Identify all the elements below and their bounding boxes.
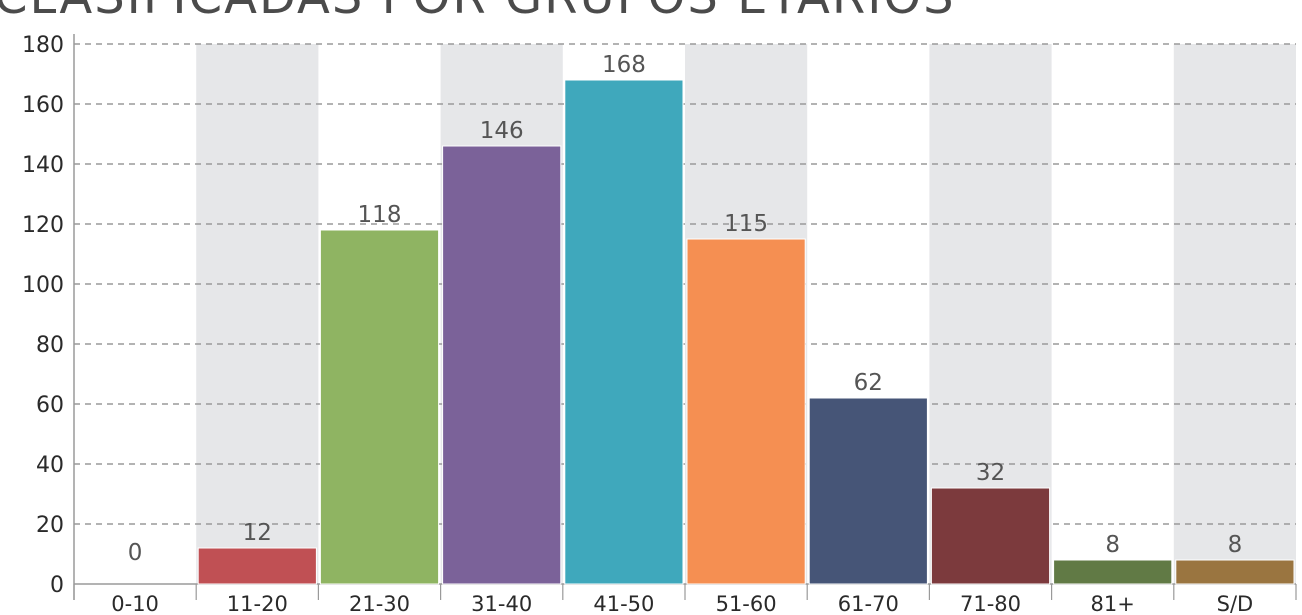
y-tick-label: 40 — [36, 453, 64, 478]
y-tick-label: 0 — [50, 573, 64, 598]
x-tick-label: 81+ — [1091, 592, 1135, 615]
x-axis-labels: 0-10 11-20 21-30 31-40 41-50 51-60 61-70 71-80 8… — [111, 592, 1253, 615]
bar — [686, 238, 806, 585]
bar — [319, 229, 440, 585]
value-label: 32 — [976, 460, 1005, 486]
x-tick-label: S/D — [1217, 592, 1254, 615]
column-band — [1173, 44, 1296, 584]
value-label: 115 — [724, 211, 768, 237]
bar — [442, 145, 562, 585]
value-label: 12 — [243, 520, 272, 546]
y-tick-label: 160 — [22, 93, 64, 118]
value-label: 146 — [480, 118, 524, 144]
x-tick-label: 31-40 — [471, 592, 532, 615]
bars — [197, 79, 1295, 585]
value-label: 0 — [128, 540, 143, 566]
column-band — [196, 44, 319, 584]
value-label: 8 — [1228, 532, 1243, 558]
y-tick-label: 60 — [36, 393, 64, 418]
bar — [1175, 559, 1295, 585]
x-tick-label: 21-30 — [349, 592, 410, 615]
bar — [564, 79, 684, 585]
gridlines — [74, 43, 1296, 525]
value-label: 168 — [602, 52, 646, 78]
x-tick-label: 11-20 — [227, 592, 288, 615]
value-label: 8 — [1105, 532, 1120, 558]
y-tick-label: 120 — [22, 213, 64, 238]
bar — [1053, 559, 1173, 585]
x-tick-label: 41-50 — [593, 592, 654, 615]
value-label: 62 — [854, 370, 883, 396]
x-tick-label: 71-80 — [960, 592, 1021, 615]
value-labels: 0 12 118 146 168 115 62 32 8 8 — [128, 52, 1242, 566]
x-tick-label: 0-10 — [111, 592, 159, 615]
y-axis-ticks: 0 20 40 60 80 100 120 140 160 180 — [22, 33, 64, 598]
y-tick-label: 140 — [22, 153, 64, 178]
x-tick-label: 51-60 — [716, 592, 777, 615]
y-tick-label: 100 — [22, 273, 64, 298]
y-tick-label: 80 — [36, 333, 64, 358]
bar — [808, 397, 928, 585]
y-tick-label: 20 — [36, 513, 64, 538]
chart-title: CLASIFICADAS POR GRUPOS ETARIOS — [0, 0, 956, 25]
x-tick-label: 61-70 — [838, 592, 899, 615]
y-tick-label: 180 — [22, 33, 64, 58]
bar — [930, 487, 1051, 585]
bar — [197, 547, 317, 585]
value-label: 118 — [358, 202, 402, 228]
